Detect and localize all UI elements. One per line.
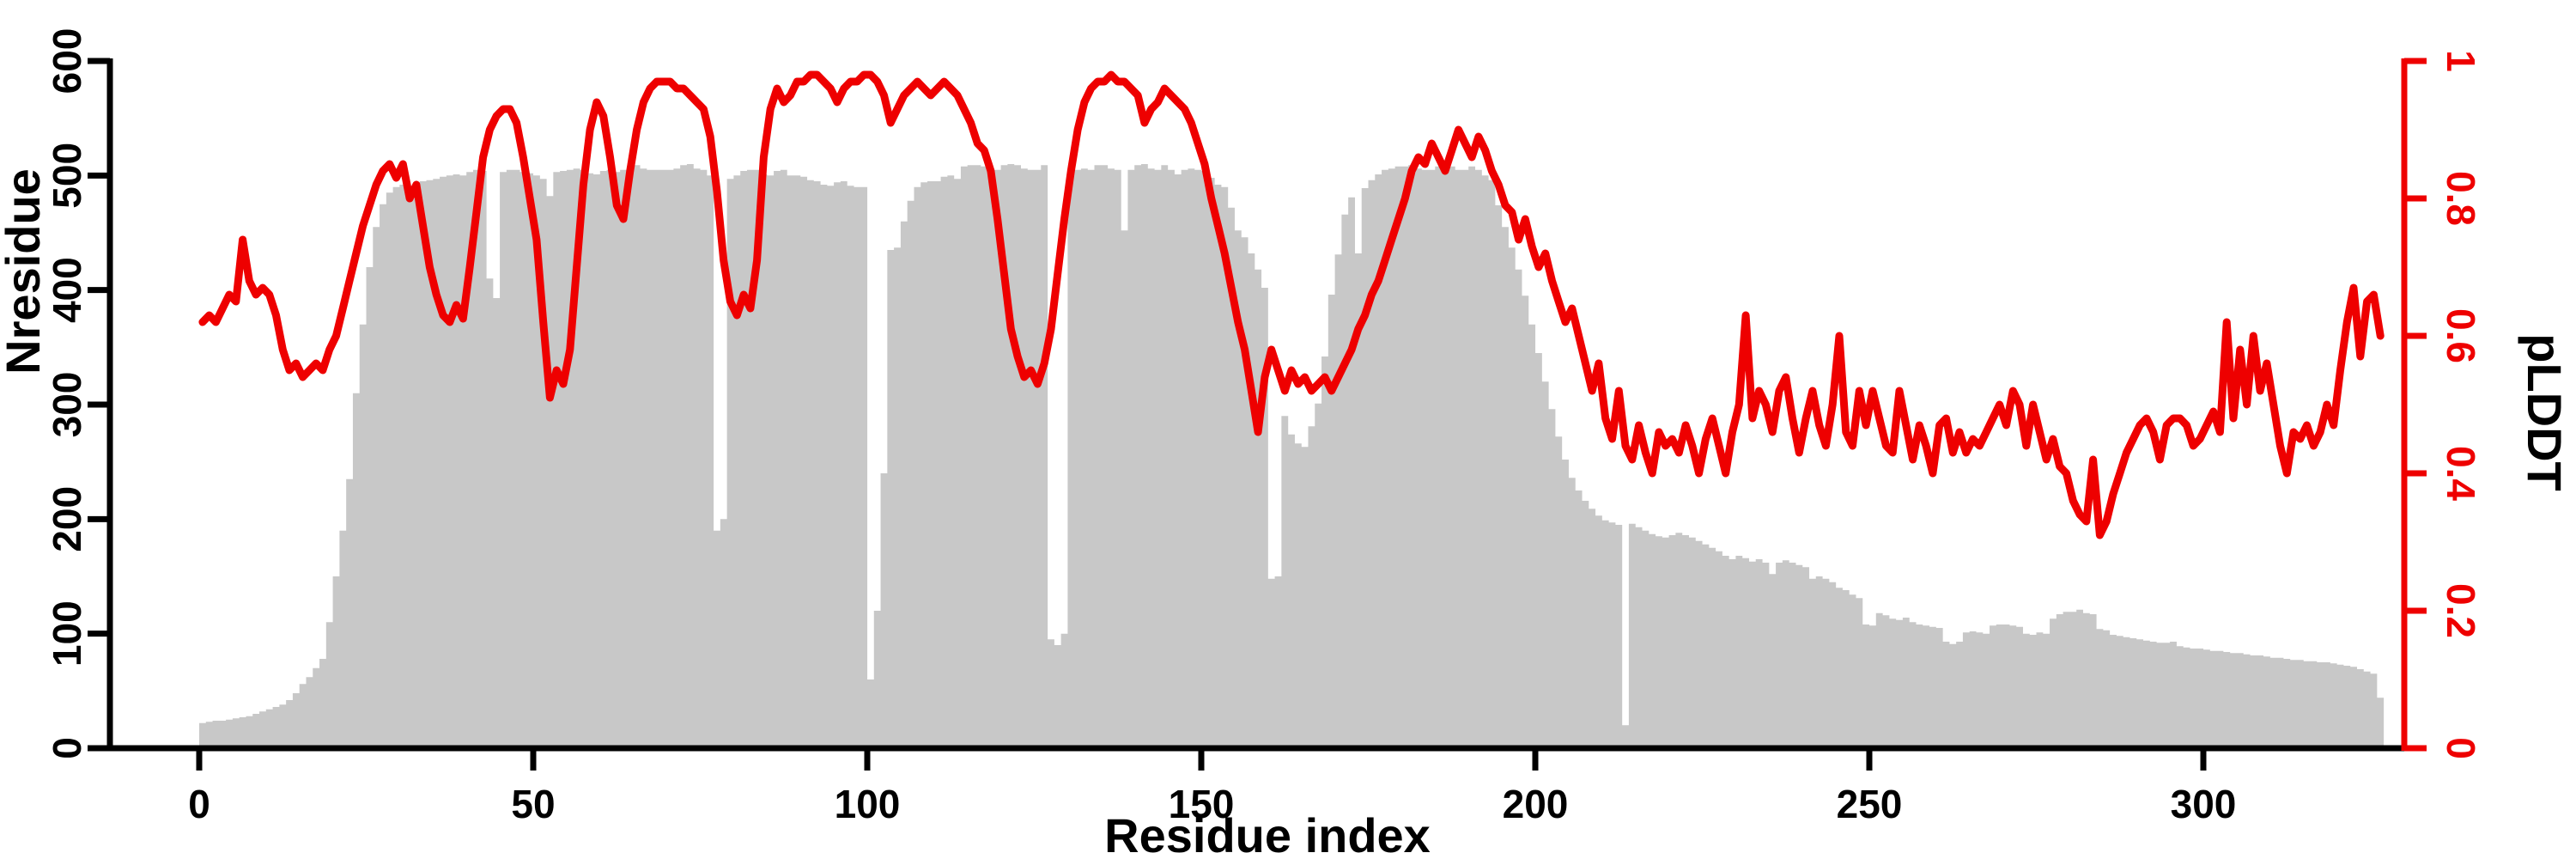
y-left-tick-label: 0 (45, 737, 89, 759)
x-tick-label: 50 (511, 782, 555, 826)
nresidue-bars (199, 164, 2385, 748)
y-right-tick-label: 0.8 (2439, 171, 2483, 226)
x-axis: 0 50 100 150 200 250 300 (107, 745, 2425, 826)
x-tick-label: 100 (835, 782, 901, 826)
x-tick-label: 200 (1503, 782, 1569, 826)
y-left-tick-label: 200 (45, 486, 89, 552)
y-left-tick-label: 300 (45, 372, 89, 438)
y-left-tick-label: 500 (45, 143, 89, 209)
x-tick-label: 300 (2171, 782, 2237, 826)
y-right-tick-label: 0.4 (2439, 446, 2483, 501)
y-right-axis-title: pLDDT (2518, 333, 2572, 491)
plddt-line (198, 70, 2385, 539)
y-left-tick-label: 400 (45, 257, 89, 323)
x-tick-label: 150 (1169, 782, 1235, 826)
y-right-axis: 0 0.2 0.4 0.6 0.8 1 (2401, 50, 2483, 759)
x-axis-title: Residue index (1104, 808, 1431, 859)
y-right-tick-label: 0.6 (2439, 308, 2483, 363)
x-tick-label: 0 (188, 782, 210, 826)
y-left-tick-label: 100 (45, 600, 89, 667)
bars-layer (199, 164, 2385, 748)
y-right-tick-label: 1 (2439, 50, 2483, 72)
y-left-axis: 0 100 200 300 400 500 600 (45, 28, 113, 759)
y-left-tick-label: 600 (45, 28, 89, 94)
x-tick-label: 250 (1837, 782, 1903, 826)
y-right-tick-label: 0.2 (2439, 583, 2483, 638)
y-left-axis-title: Nresidue (0, 168, 50, 375)
y-right-tick-label: 0 (2439, 737, 2483, 759)
